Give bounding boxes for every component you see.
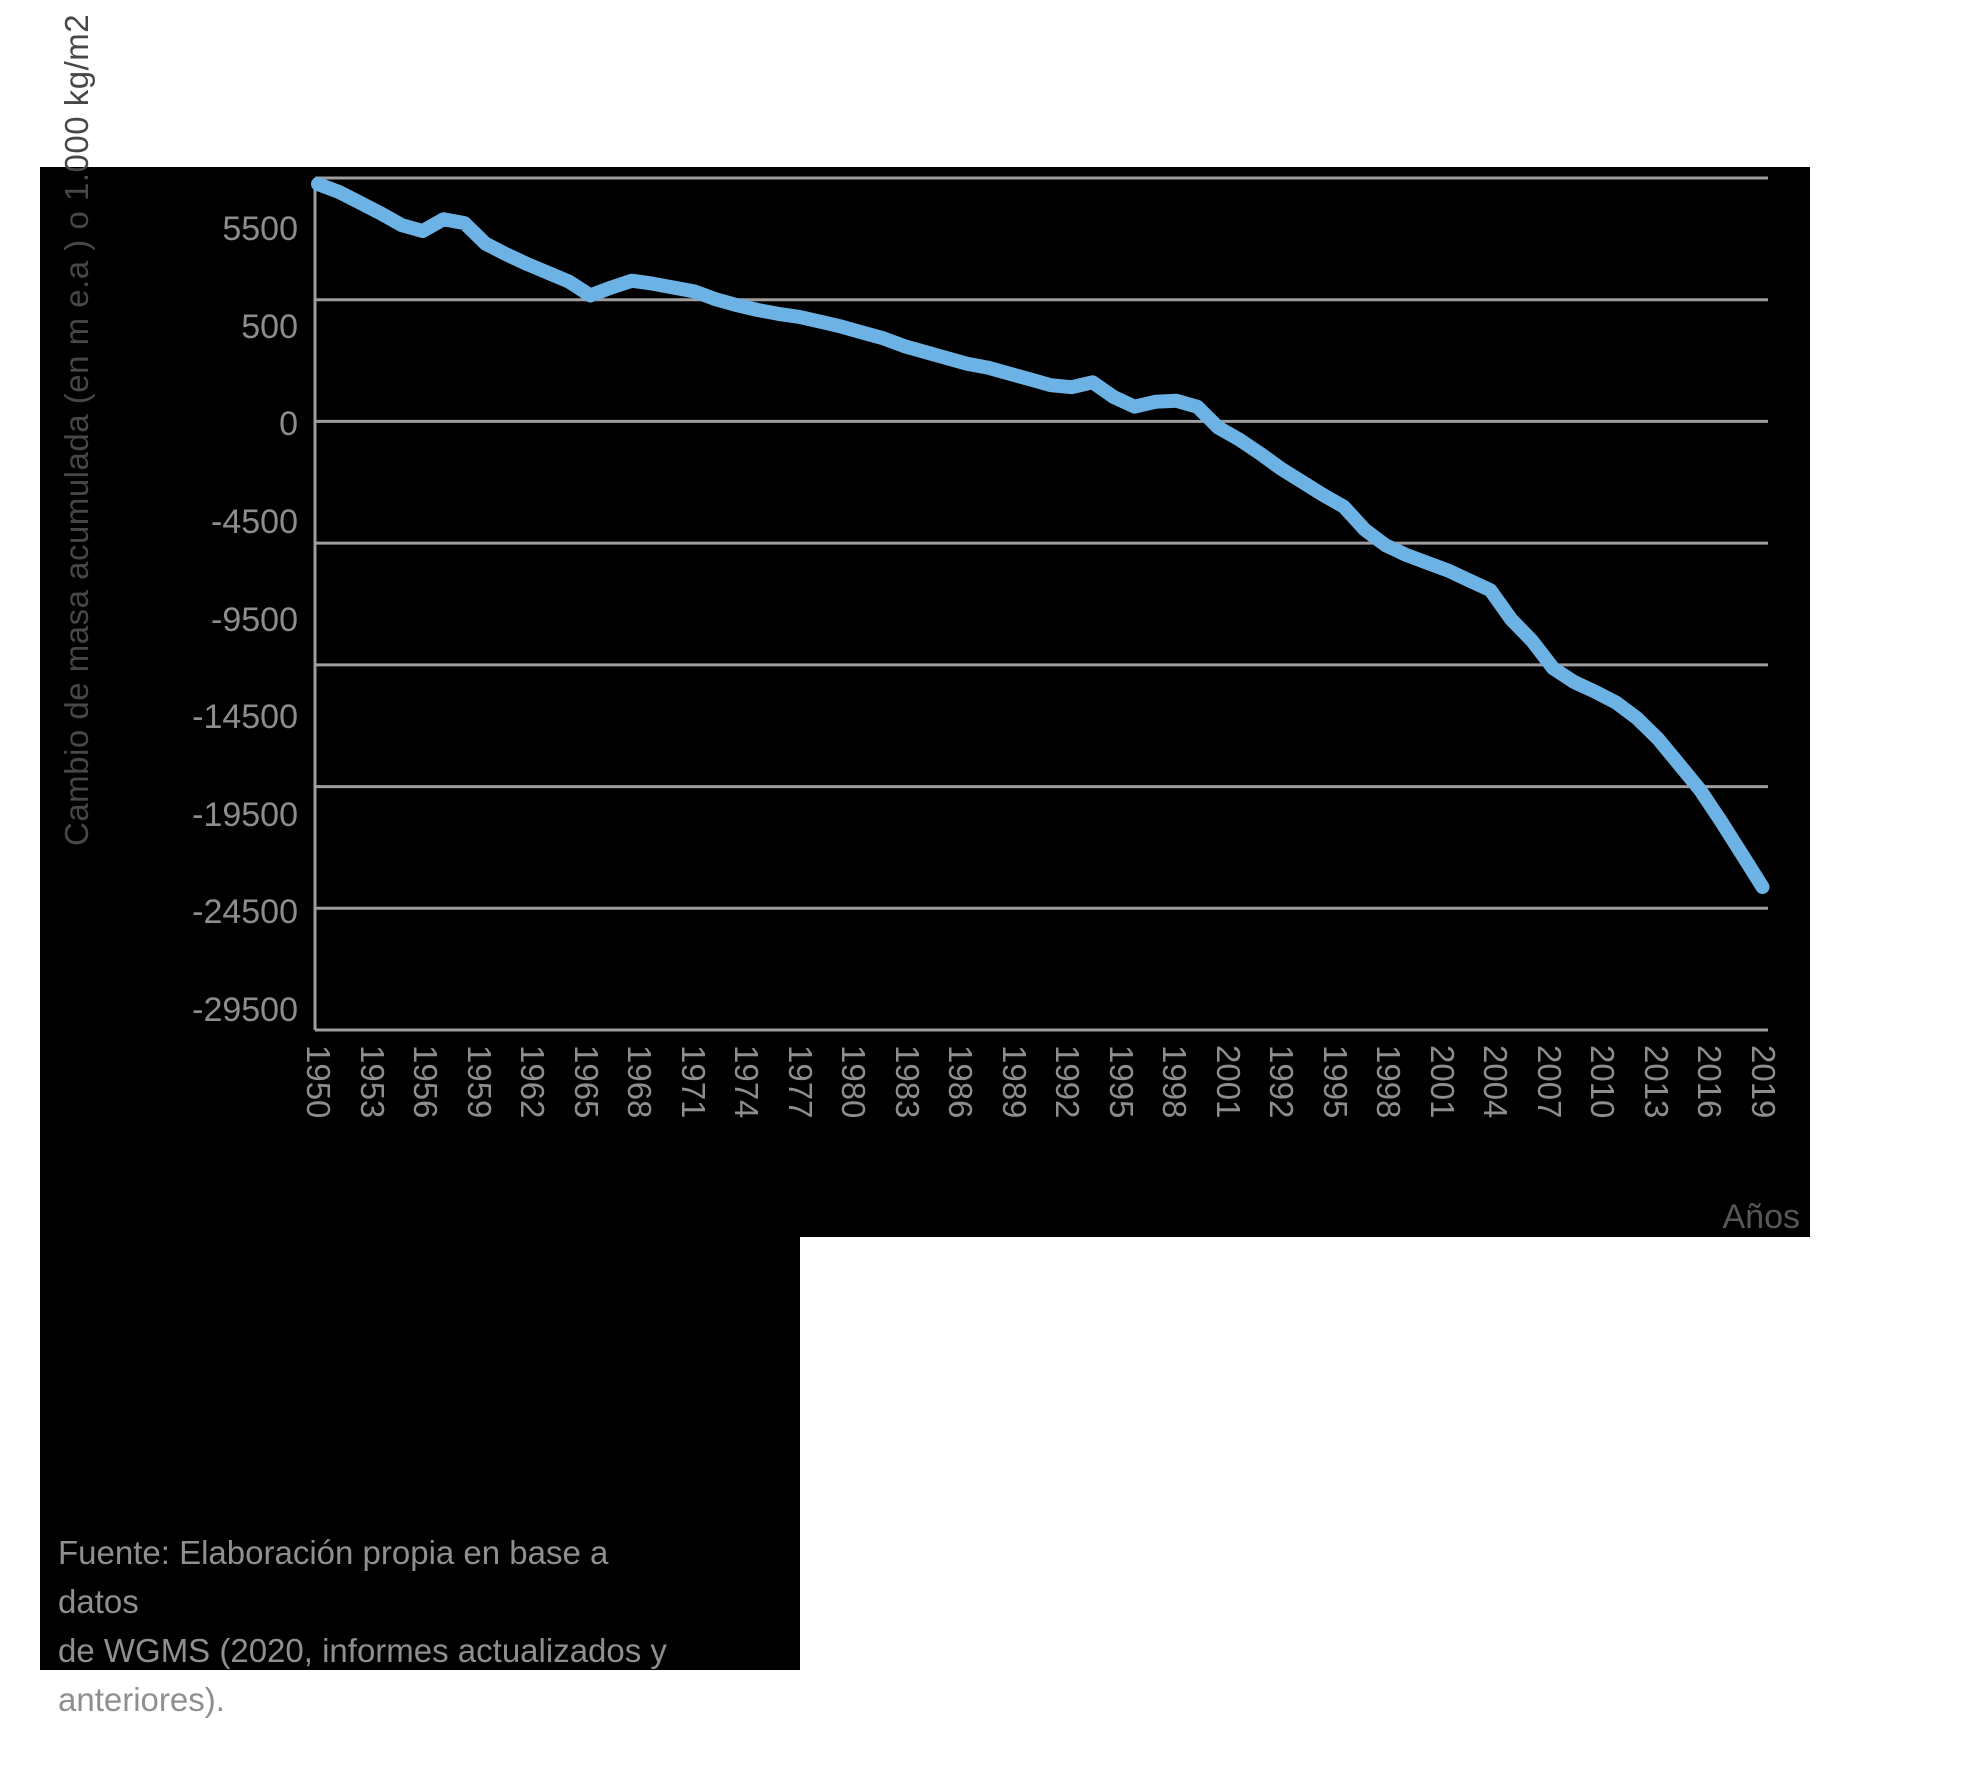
- y-axis-title: Cambio de masa acumulada (en m e.a ) o 1…: [58, 13, 95, 846]
- mass-balance-data-line: [311, 177, 1770, 894]
- source-caption: Fuente: Elaboración propia en base a dat…: [58, 1528, 698, 1724]
- source-panel-background: [40, 1237, 800, 1670]
- x-axis-title: Años: [1722, 1198, 1801, 1236]
- source-caption-line: Fuente: Elaboración propia en base a dat…: [58, 1534, 609, 1620]
- source-caption-line: anteriores).: [58, 1681, 225, 1718]
- source-caption-line: de WGMS (2020, informes actualizados y: [58, 1632, 667, 1669]
